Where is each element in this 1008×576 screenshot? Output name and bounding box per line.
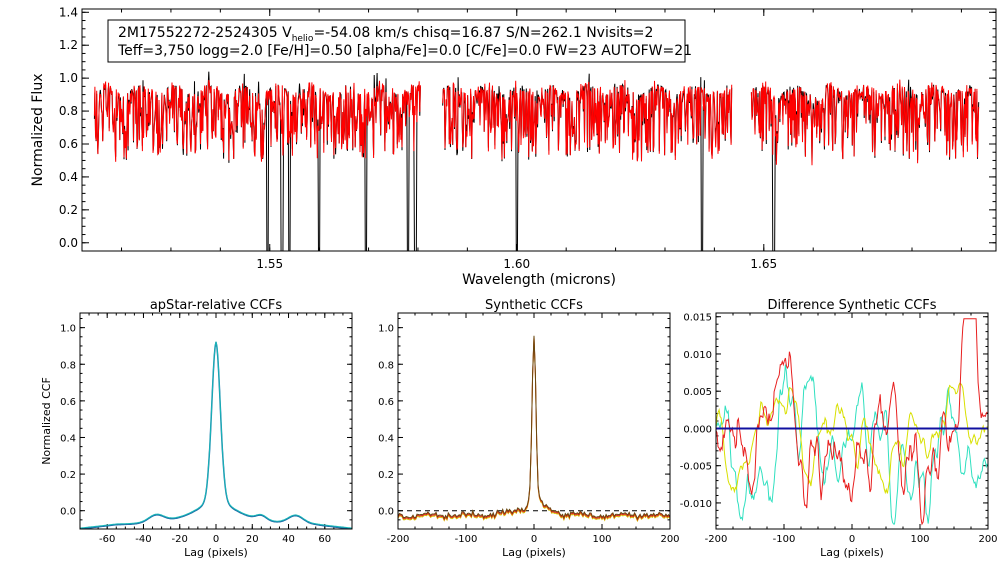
y-tick-label: 0.4 <box>60 433 76 444</box>
model-line <box>93 79 421 162</box>
difference-ccf-panel: -200 -100 0 100 200 -0.010 -0.005 0.000 0.005 0.0… <box>680 298 998 559</box>
x-tick-label: 0 <box>213 534 219 545</box>
plot-frame <box>397 312 671 530</box>
ccf-2-line <box>80 341 352 529</box>
ccf-lines <box>80 341 352 529</box>
x-tick-label: -40 <box>135 534 151 545</box>
x-tick-label: 200 <box>660 534 679 545</box>
ccf-dark-line <box>398 335 670 520</box>
x-tick-label: 200 <box>978 534 997 545</box>
x-tick-label: -200 <box>387 534 410 545</box>
y-tick-label: 0.8 <box>378 360 394 371</box>
x-tick-label: 1.60 <box>503 257 530 271</box>
info-line-1-pre: 2M17552272-2524305 V <box>118 25 292 41</box>
y-tick-label: 0.6 <box>59 137 78 151</box>
info-line-1: 2M17552272-2524305 Vhelio=-54.08 km/s ch… <box>118 25 653 44</box>
y-tick-label: 1.2 <box>59 38 78 52</box>
chart-title: Synthetic CCFs <box>485 298 583 313</box>
synthetic-ccf-panel: -200 -100 0 100 200 0.0 0.2 0.4 0.6 0.8 1.0 Lag (pi… <box>378 298 679 559</box>
spectrum-panel: 1.55 1.60 1.65 0.0 0.2 0.4 0.6 0.8 1.0 1.2 1.4 Wave… <box>30 5 997 288</box>
ccf-1-line <box>80 342 352 529</box>
x-tick-label: 0 <box>849 534 855 545</box>
x-tick-label: -20 <box>172 534 188 545</box>
y-tick-label: -0.005 <box>680 462 712 473</box>
y-tick-label: 1.4 <box>59 5 78 19</box>
y-tick-label: 0.015 <box>683 313 712 324</box>
y-tick-label: 0.2 <box>378 470 394 481</box>
apstar-ccf-panel: -60 -40 -20 0 20 40 60 0.0 0.2 0.4 0.6 0.8 1.0 Lag (p… <box>40 298 353 559</box>
y-tick-label: 0.2 <box>60 470 76 481</box>
x-tick-label: 1.65 <box>750 257 777 271</box>
y-tick-label: 0.8 <box>59 104 78 118</box>
x-tick-label: 60 <box>318 534 331 545</box>
info-line-1-post: =-54.08 km/s chisq=16.87 S/N=262.1 Nvisi… <box>313 25 653 41</box>
info-box <box>107 19 686 63</box>
x-axis-label: Lag (pixels) <box>184 546 248 559</box>
x-tick-label: -100 <box>455 534 478 545</box>
x-tick-label: 0 <box>531 534 537 545</box>
chart-title: apStar-relative CCFs <box>150 298 283 313</box>
model-line <box>750 79 980 166</box>
y-axis-label: Normalized CCF <box>40 377 53 465</box>
plot-frame <box>715 312 989 530</box>
x-tick-label: -100 <box>773 534 796 545</box>
y-tick-label: 1.0 <box>59 71 78 85</box>
x-tick-label: 100 <box>910 534 929 545</box>
y-tick-label: 1.0 <box>378 324 394 335</box>
spectrum-lines <box>93 71 980 251</box>
y-tick-label: 0.0 <box>60 507 76 518</box>
ccf-lines <box>398 335 670 523</box>
x-axis-label: Lag (pixels) <box>502 546 566 559</box>
x-tick-label: -200 <box>705 534 728 545</box>
x-axis-label: Wavelength (microns) <box>462 272 616 288</box>
info-line-2: Teff=3,750 logg=2.0 [Fe/H]=0.50 [alpha/F… <box>117 43 692 59</box>
x-tick-label: 20 <box>246 534 259 545</box>
x-tick-label: -60 <box>99 534 115 545</box>
y-tick-label: -0.010 <box>680 499 712 510</box>
ccf-red-line <box>398 336 670 521</box>
y-tick-label: 0.0 <box>59 236 78 250</box>
x-tick-label: 1.55 <box>256 257 283 271</box>
y-axis-label: Normalized Flux <box>30 74 46 187</box>
y-tick-label: 0.6 <box>378 397 394 408</box>
y-tick-label: 0.2 <box>59 203 78 217</box>
y-tick-label: 0.0 <box>378 507 394 518</box>
y-tick-label: 0.4 <box>59 170 78 184</box>
info-line-1-sub: helio <box>292 34 314 44</box>
ccf-yellow-line <box>398 337 670 523</box>
y-tick-label: 0.010 <box>683 350 712 361</box>
y-tick-label: 0.005 <box>683 387 712 398</box>
y-tick-label: 0.000 <box>683 424 712 435</box>
plot-frame <box>79 312 353 530</box>
x-tick-label: 40 <box>282 534 295 545</box>
x-axis-label: Lag (pixels) <box>820 546 884 559</box>
x-tick-label: 100 <box>592 534 611 545</box>
model-line <box>442 80 733 162</box>
chart-title: Difference Synthetic CCFs <box>767 298 936 313</box>
diff-lines <box>716 318 988 526</box>
y-tick-label: 0.4 <box>378 433 394 444</box>
y-tick-label: 0.8 <box>60 360 76 371</box>
diff-red-line <box>716 318 988 526</box>
y-tick-label: 1.0 <box>60 324 76 335</box>
y-tick-label: 0.6 <box>60 397 76 408</box>
plot-frame <box>81 8 997 252</box>
